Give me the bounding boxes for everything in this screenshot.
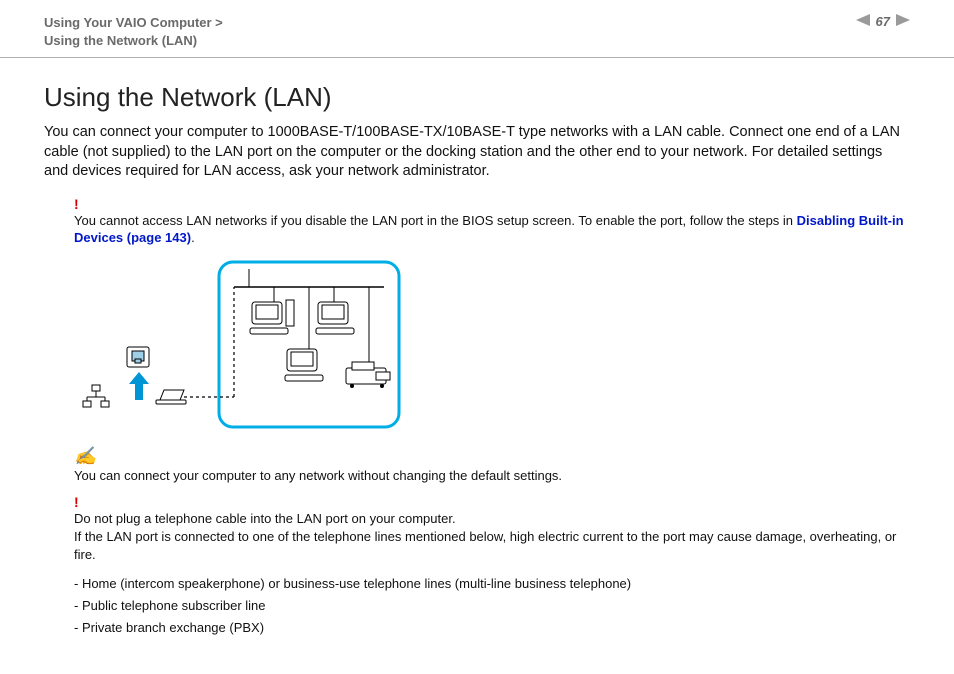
next-page-icon[interactable] [896,14,910,29]
warning-note-2: ! Do not plug a telephone cable into the… [74,494,910,563]
tip-note: ✍ You can connect your computer to any n… [74,446,910,485]
warning-2-line2: If the LAN port is connected to one of t… [74,528,910,563]
breadcrumb: Using Your VAIO Computer > Using the Net… [44,14,223,49]
list-item: - Private branch exchange (PBX) [74,617,910,639]
warning-icon: ! [74,196,910,212]
phone-line-list: - Home (intercom speakerphone) or busine… [74,573,910,639]
warning-2-text: Do not plug a telephone cable into the L… [74,510,910,563]
page-content: Using the Network (LAN) You can connect … [0,58,954,639]
tip-text: You can connect your computer to any net… [74,467,910,485]
warning-1-post: . [191,230,195,245]
breadcrumb-line2: Using the Network (LAN) [44,32,223,50]
warning-note-1: ! You cannot access LAN networks if you … [74,196,910,247]
warning-icon-2: ! [74,494,910,510]
warning-1-text: You cannot access LAN networks if you di… [74,212,910,247]
intro-paragraph: You can connect your computer to 1000BAS… [44,123,910,182]
page-header: Using Your VAIO Computer > Using the Net… [0,0,954,58]
warning-1-pre: You cannot access LAN networks if you di… [74,213,797,228]
list-item: - Home (intercom speakerphone) or busine… [74,573,910,595]
page-nav: 67 [856,14,910,29]
breadcrumb-line1: Using Your VAIO Computer > [44,14,223,32]
network-diagram [74,257,910,432]
tip-icon: ✍ [74,446,96,467]
page-title: Using the Network (LAN) [44,82,910,113]
list-item: - Public telephone subscriber line [74,595,910,617]
warning-2-line1: Do not plug a telephone cable into the L… [74,510,910,528]
prev-page-icon[interactable] [856,14,870,29]
page-number: 67 [876,14,890,29]
